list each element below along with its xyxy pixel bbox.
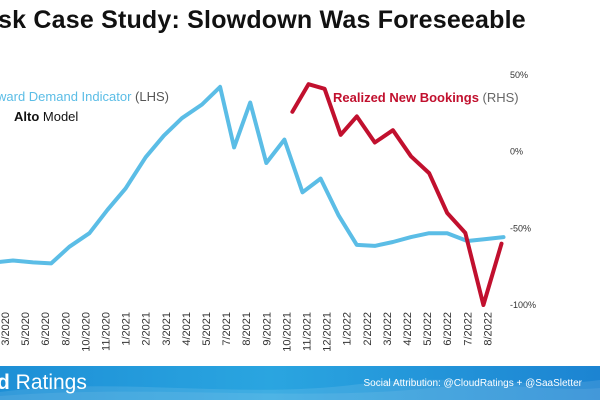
x-axis-tick-label: 10/2020 xyxy=(80,312,92,352)
x-axis-tick-label: 5/2021 xyxy=(201,312,213,346)
y-axis-tick-label: 0% xyxy=(510,147,523,157)
x-axis-tick-label: 3/2021 xyxy=(161,312,173,346)
forward-demand-indicator-line xyxy=(0,84,506,266)
x-axis-tick-label: 11/2020 xyxy=(101,312,113,351)
x-axis-tick-label: 2/2021 xyxy=(141,312,153,346)
social-attribution: Social Attribution: @CloudRatings + @Saa… xyxy=(363,378,582,389)
x-axis-tick-label: 5/2020 xyxy=(20,312,32,346)
x-axis-tick-label: 9/2021 xyxy=(261,312,273,346)
x-axis-tick-label: 8/2020 xyxy=(60,312,72,346)
x-axis-tick-label: 6/2022 xyxy=(442,312,454,346)
x-axis-tick-label: 10/2021 xyxy=(281,312,293,352)
y-axis-tick-label: 50% xyxy=(510,70,528,80)
x-axis-tick-label: 6/2020 xyxy=(40,312,52,346)
brand-logo-text: d Ratings xyxy=(0,371,87,394)
footer-wave-decoration xyxy=(0,379,600,400)
x-axis-tick-label: 7/2022 xyxy=(462,312,474,346)
chart-title: sk Case Study: Slowdown Was Foreseeable xyxy=(0,6,526,34)
realized-new-bookings-line xyxy=(290,82,504,307)
x-axis-tick-label: 8/2021 xyxy=(241,312,253,346)
x-axis-tick-label: 3/2022 xyxy=(382,312,394,346)
x-axis-tick-label: 2/2022 xyxy=(362,312,374,346)
rhs-legend-label: Realized New Bookings (RHS) xyxy=(333,90,519,105)
model-legend-label: Alto Model xyxy=(14,109,78,124)
lhs-legend-label: ward Demand Indicator (LHS) xyxy=(0,89,169,104)
x-axis-tick-label: 4/2021 xyxy=(181,312,193,346)
x-axis-tick-label: 3/2020 xyxy=(0,312,12,346)
x-axis-tick-label: 5/2022 xyxy=(422,312,434,346)
x-axis-tick-label: 11/2021 xyxy=(302,312,314,351)
x-axis-tick-label: 12/2021 xyxy=(322,312,334,352)
x-axis-tick-label: 1/2021 xyxy=(121,312,133,346)
x-axis-tick-label: 7/2021 xyxy=(221,312,233,346)
y-axis-tick-label: -100% xyxy=(510,300,536,310)
footer-bar: d Ratings Social Attribution: @CloudRati… xyxy=(0,366,600,400)
x-axis-tick-label: 4/2022 xyxy=(402,312,414,346)
x-axis-tick-label: 1/2022 xyxy=(342,312,354,346)
y-axis-tick-label: -50% xyxy=(510,223,531,233)
x-axis-tick-label: 8/2022 xyxy=(482,312,494,346)
line-chart: 50% 0% -50% -100% 3/2020 5/2020 6/2020 8/2020 1… xyxy=(0,70,536,352)
